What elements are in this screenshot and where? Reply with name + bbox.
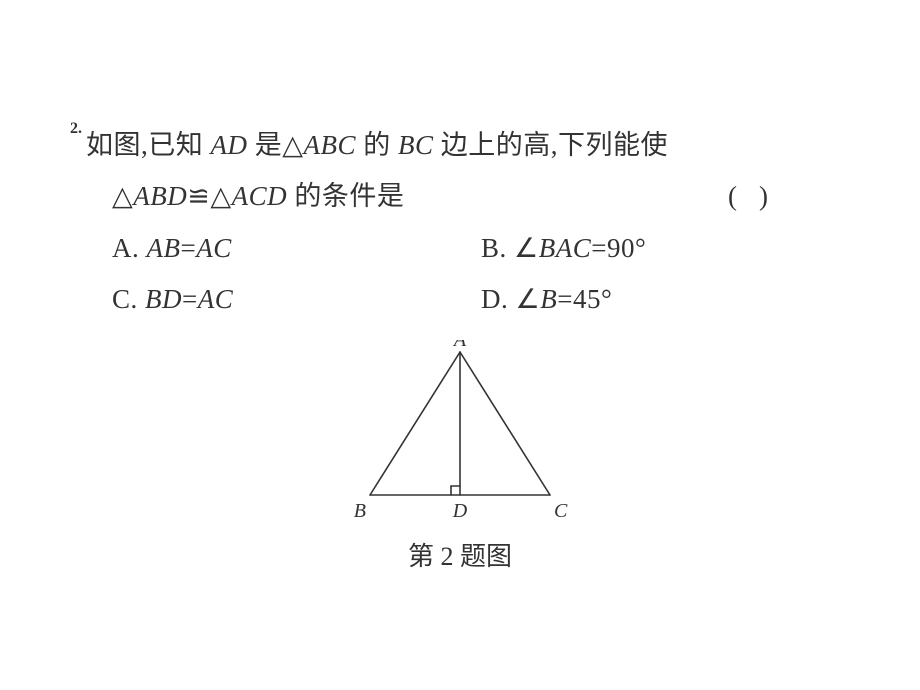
text: 是: [248, 130, 283, 160]
svg-text:B: B: [354, 500, 366, 522]
lhs: BD: [145, 284, 182, 314]
option-b: B. ∠BAC=90°: [481, 223, 850, 274]
text: 边上的高,下列能使: [434, 130, 669, 160]
question-number: 2.: [70, 120, 86, 138]
var-AD: AD: [211, 130, 248, 160]
question-line-2: △ABD≌△ACD 的条件是 (): [112, 171, 850, 222]
svg-text:A: A: [452, 340, 467, 351]
svg-text:C: C: [554, 500, 568, 522]
question-row: 2. 如图,已知 AD 是△ABC 的 BC 边上的高,下列能使: [70, 120, 850, 171]
angle-name: BAC: [539, 233, 592, 263]
triangle-symbol: △: [282, 130, 303, 160]
line2-left: △ABD≌△ACD 的条件是: [112, 171, 728, 222]
lhs: AB: [147, 233, 181, 263]
angle-symbol: ∠: [514, 233, 539, 263]
var-ABD: ABD: [133, 181, 187, 211]
text: 的: [356, 130, 398, 160]
var-ABC: ABC: [304, 130, 357, 160]
page: 2. 如图,已知 AD 是△ABC 的 BC 边上的高,下列能使 △ABD≌△A…: [0, 0, 920, 690]
angle-name: B: [540, 284, 557, 314]
triangle-symbol: △: [210, 181, 231, 211]
val: 90°: [607, 233, 646, 263]
svg-text:D: D: [452, 500, 468, 522]
eq: =: [181, 233, 197, 263]
angle-symbol: ∠: [516, 284, 541, 314]
answer-blank-paren: (): [728, 171, 850, 222]
question-line-1: 如图,已知 AD 是△ABC 的 BC 边上的高,下列能使: [86, 120, 850, 171]
option-letter: C.: [112, 284, 145, 314]
eq: =: [557, 284, 573, 314]
var-BC: BC: [398, 130, 434, 160]
text: 如图,已知: [86, 130, 211, 160]
option-d: D. ∠B=45°: [481, 274, 850, 325]
option-a: A. AB=AC: [112, 223, 481, 274]
triangle-symbol: △: [112, 181, 133, 211]
question-body: 如图,已知 AD 是△ABC 的 BC 边上的高,下列能使: [86, 120, 850, 171]
rhs: AC: [198, 284, 234, 314]
rhs: AC: [196, 233, 232, 263]
eq: =: [182, 284, 198, 314]
option-letter: D.: [481, 284, 516, 314]
caption-post: 题图: [454, 542, 513, 571]
text: 的条件是: [287, 181, 404, 211]
option-c: C. BD=AC: [112, 274, 481, 325]
option-letter: B.: [481, 233, 514, 263]
congruent-symbol: ≌: [187, 181, 210, 211]
option-letter: A.: [112, 233, 147, 263]
var-ACD: ACD: [232, 181, 288, 211]
triangle-figure: A B C D: [350, 340, 570, 525]
caption-pre: 第: [408, 542, 441, 571]
figure-wrap: A B C D 第 2 题图: [70, 340, 850, 573]
options-block: A. AB=AC B. ∠BAC=90° C. BD=AC D. ∠B=45°: [112, 223, 850, 326]
eq: =: [591, 233, 607, 263]
figure-caption: 第 2 题图: [70, 536, 850, 573]
val: 45°: [573, 284, 612, 314]
caption-num: 2: [441, 542, 454, 571]
